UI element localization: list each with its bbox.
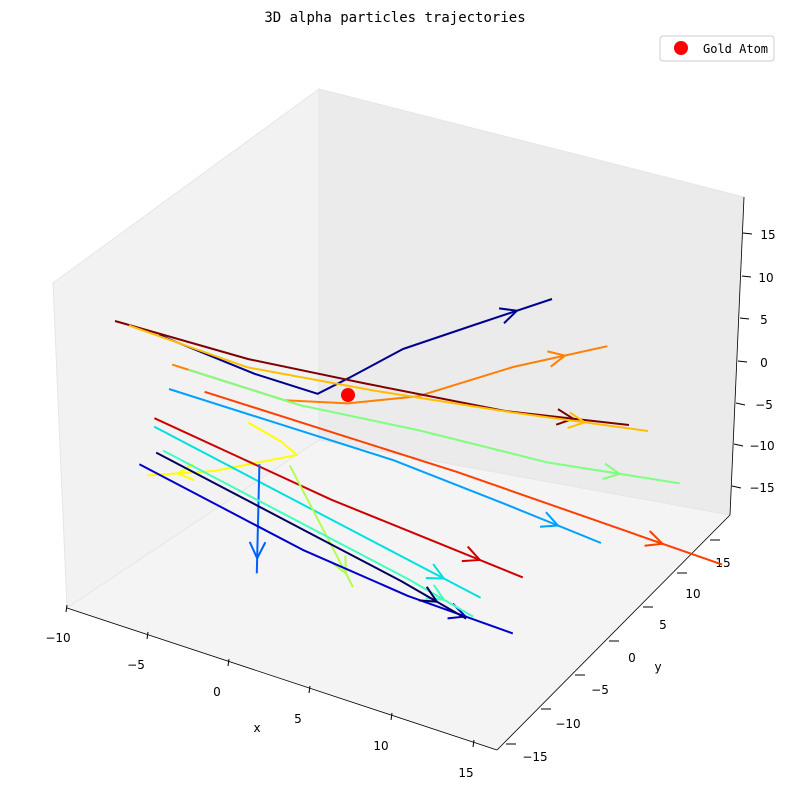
y-tick-label: −5 [591,683,609,697]
z-ticks: −15 −10 −5 0 5 10 15 [731,228,776,495]
z-tick-label: −15 [749,481,774,495]
trajectory-arrow-14 [418,586,439,603]
z-tick-label: 5 [760,313,768,327]
pane-back [318,88,745,516]
trajectory-arrow-10 [248,541,267,561]
x-axis-line [66,607,498,751]
chart-title: 3D alpha particles trajectories [264,10,525,26]
x-tick-label: 0 [213,685,221,699]
x-ticks: −10 −5 0 5 10 15 x [45,604,475,780]
trajectory-arrow-5 [539,511,561,528]
y-tick-label: −10 [555,717,580,731]
x-tick-mark [472,739,475,748]
x-tick-mark [390,712,393,721]
trajectory-layer [114,298,723,635]
legend-label-gold-atom: Gold Atom [703,42,768,56]
x-tick-label: 15 [458,766,473,780]
legend-frame [659,35,775,62]
z-tick-label: −5 [755,398,773,412]
trajectory-line-6 [204,390,723,566]
z-tick-mark [731,485,742,489]
z-tick-mark [735,402,746,406]
x-axis-label: x [253,721,260,735]
trajectory-arrow-4 [602,462,623,481]
x-tick-label: 5 [294,712,302,726]
z-tick-label: 15 [760,228,775,242]
trajectory-line-9 [153,425,482,599]
trajectory-arrow-11 [330,555,347,576]
x-tick-mark [146,631,149,640]
trajectory-arrow-2 [555,408,576,426]
z-tick-label: 10 [758,271,773,285]
z-tick-label: 0 [760,356,768,370]
trajectory-line-14 [155,451,467,620]
z-tick-mark [737,360,748,363]
x-tick-mark [227,658,230,667]
trajectory-arrow-6 [644,530,665,547]
trajectory-arrow-0 [498,307,520,324]
x-tick-mark [308,685,311,694]
trajectory-line-12 [138,463,514,635]
y-axis-label: y [654,660,661,674]
gold-atom-marker [341,388,355,402]
z-axis-line [729,196,745,516]
trajectory-line-3 [128,324,649,432]
trajectory-line-2 [114,320,630,426]
x-tick-label: 10 [373,739,388,753]
y-tick-label: −15 [522,750,547,764]
trajectory-arrow-1 [547,350,568,368]
legend: Gold Atom [659,35,775,62]
x-tick-label: −5 [127,658,145,672]
trajectory-arrow-9 [425,563,446,580]
z-tick-mark [742,232,753,235]
trajectory-line-4 [188,368,680,485]
y-tick-label: 0 [628,651,636,665]
legend-marker-gold-atom [674,41,688,55]
z-tick-label: −10 [749,439,774,453]
z-tick-mark [741,275,752,278]
trajectory-arrow-3 [567,411,588,429]
y-tick-label: 15 [715,556,730,570]
trajectory-line-8 [153,417,524,579]
trajectory-arrow-7 [175,463,195,482]
z-tick-mark [733,443,744,447]
x-tick-mark [65,604,68,613]
trajectory-line-0 [158,298,553,395]
z-tick-mark [739,317,750,320]
trajectory-arrow-8 [461,545,482,563]
trajectory-line-5 [168,388,602,544]
y-ticks: −15 −10 −5 0 5 10 15 y [506,539,731,764]
x-tick-label: −10 [45,631,70,645]
y-tick-label: 10 [685,587,700,601]
y-tick-label: 5 [659,618,667,632]
